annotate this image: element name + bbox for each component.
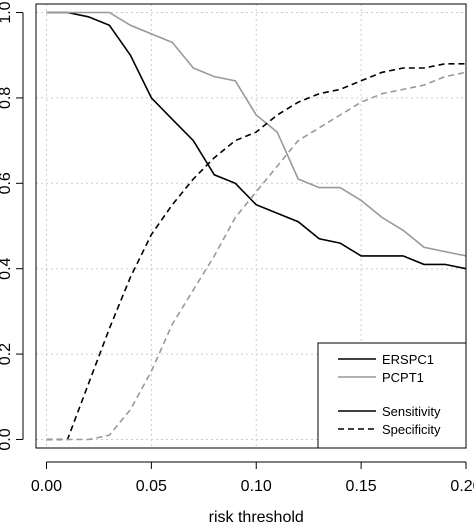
- series-line-erspc1-specificity: [46, 62, 466, 441]
- legend-item-specificity-label: Specificity: [382, 422, 441, 437]
- x-axis-title: risk threshold: [209, 509, 304, 526]
- legend: ERSPC1 PCPT1 Sensitivity Specificity: [317, 342, 467, 449]
- y-tick-label: 0.2: [0, 343, 14, 365]
- legend-item-sensitivity-label: Sensitivity: [382, 404, 441, 419]
- y-tick-label: 0.8: [0, 87, 14, 109]
- x-tick-label: 0.20: [450, 478, 474, 495]
- series-layer: [46, 11, 467, 441]
- y-tick-label: 0.0: [0, 428, 14, 450]
- y-tick-label: 1.0: [0, 1, 14, 23]
- series-line-erspc1-sensitivity: [46, 11, 467, 270]
- x-tick-label: 0.10: [241, 478, 272, 495]
- y-tick-label: 0.6: [0, 172, 14, 194]
- legend-item-pcpt1-label: PCPT1: [382, 370, 424, 385]
- x-tick-label: 0.05: [136, 478, 167, 495]
- series-line-pcpt1-specificity: [46, 71, 467, 441]
- legend-box: [317, 342, 467, 449]
- x-tick-label: 0.15: [346, 478, 377, 495]
- x-tick-label: 0.00: [31, 478, 62, 495]
- series-line-pcpt1-sensitivity: [46, 11, 467, 257]
- legend-item-erspc1-label: ERSPC1: [382, 352, 434, 367]
- plot-frame: [35, 3, 467, 449]
- y-tick-label: 0.4: [0, 257, 14, 279]
